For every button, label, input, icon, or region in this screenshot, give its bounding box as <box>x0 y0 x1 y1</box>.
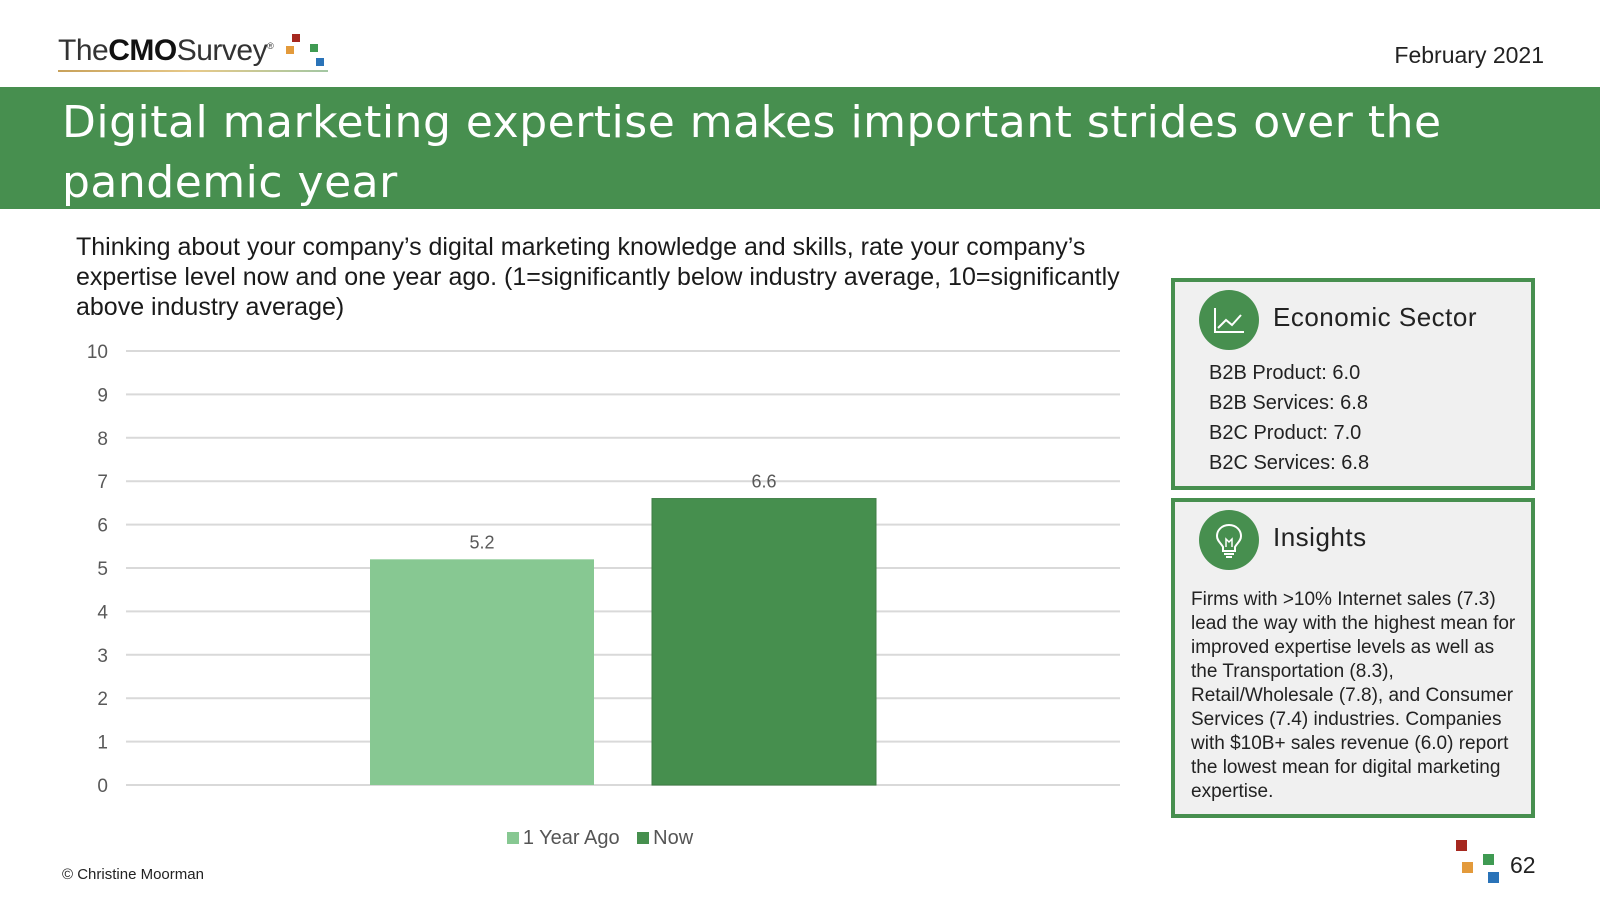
footer-square-green <box>1483 854 1494 865</box>
logo-the: The <box>58 34 109 67</box>
economic-sector-item: B2B Product: 6.0 <box>1209 362 1361 384</box>
footer-square-red <box>1456 840 1467 851</box>
legend-label-now: Now <box>653 827 694 849</box>
slide-title: Digital marketing expertise makes import… <box>62 93 1500 213</box>
y-tick-label: 7 <box>97 472 108 493</box>
logo-square-blue <box>316 58 324 66</box>
economic-sector-item: B2B Services: 6.8 <box>1209 392 1368 414</box>
y-tick-label: 4 <box>97 602 108 623</box>
data-label: 5.2 <box>469 532 494 552</box>
logo-wordmark: TheCMOSurvey® <box>58 34 358 68</box>
y-tick-label: 1 <box>97 733 108 754</box>
economic-sector-title: Economic Sector <box>1273 302 1478 332</box>
chart-plot-area: 0 1 2 3 4 5 6 7 8 9 10 5.2 6.6 <box>87 342 1120 797</box>
logo-underline <box>58 70 328 72</box>
copyright-notice: © Christine Moorman <box>62 866 204 883</box>
y-tick-label: 8 <box>97 429 108 450</box>
title-banner: Digital marketing expertise makes import… <box>0 87 1600 209</box>
page-number: 62 <box>1510 852 1536 878</box>
bar-now <box>651 498 877 786</box>
legend-swatch-now <box>637 832 650 844</box>
logo-survey: Survey <box>176 34 268 67</box>
y-tick-label: 6 <box>97 516 108 537</box>
footer-squares-icon <box>1452 840 1499 884</box>
cmo-survey-logo: TheCMOSurvey® <box>58 34 358 74</box>
y-tick-label: 2 <box>97 689 108 710</box>
logo-squares-icon <box>286 34 336 70</box>
logo-square-green <box>310 44 318 52</box>
economic-sector-item: B2C Product: 7.0 <box>1209 422 1362 444</box>
y-tick-label: 3 <box>97 646 108 667</box>
lightbulb-icon <box>1199 510 1259 570</box>
line-chart-icon <box>1199 290 1259 350</box>
legend-item-now: Now <box>637 827 693 850</box>
footer-square-blue <box>1488 872 1499 883</box>
logo-registered-mark: ® <box>267 41 274 51</box>
economic-sector-item: B2C Services: 6.8 <box>1209 452 1370 474</box>
economic-sector-list: B2B Product: 6.0 B2B Services: 6.8 B2C P… <box>1209 358 1369 478</box>
insights-title: Insights <box>1273 522 1367 552</box>
legend-label-1-year-ago: 1 Year Ago <box>522 827 620 849</box>
logo-square-orange <box>286 46 294 54</box>
logo-square-red <box>292 34 300 42</box>
slide-title-line-1: Digital marketing expertise makes import… <box>62 97 1442 148</box>
legend-swatch-1-year-ago <box>506 832 519 844</box>
slide-title-line-2: pandemic year <box>62 157 398 208</box>
chart-legend: 1 Year Ago Now <box>70 827 1130 850</box>
insights-text: Firms with >10% Internet sales (7.3) lea… <box>1191 589 1516 802</box>
economic-sector-panel: Economic Sector B2B Product: 6.0 B2B Ser… <box>1171 278 1535 490</box>
y-tick-label: 9 <box>97 385 108 406</box>
survey-question: Thinking about your company’s digital ma… <box>76 233 1120 321</box>
logo-cmo: CMO <box>108 34 177 67</box>
report-date: February 2021 <box>1394 42 1544 68</box>
y-tick-label: 10 <box>87 342 108 363</box>
insights-panel: Insights Firms with >10% Internet sales … <box>1171 498 1535 818</box>
y-tick-label: 0 <box>97 776 108 797</box>
bar-1-year-ago <box>370 559 594 785</box>
expertise-bar-chart: 0 1 2 3 4 5 6 7 8 9 10 5.2 6.6 1 Year Ago Now <box>70 335 1130 865</box>
footer-square-orange <box>1462 862 1473 873</box>
data-label: 6.6 <box>751 472 776 492</box>
legend-item-1-year-ago: 1 Year Ago <box>506 827 620 850</box>
y-tick-label: 5 <box>97 559 108 580</box>
